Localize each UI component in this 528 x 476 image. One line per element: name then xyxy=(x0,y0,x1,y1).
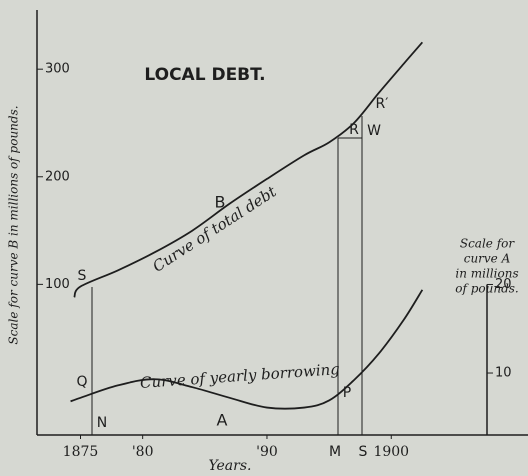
y-tick-label: 300 xyxy=(45,62,70,77)
curve xyxy=(73,41,424,298)
y2-tick-label: 10 xyxy=(495,366,512,381)
chart-title: LOCAL DEBT. xyxy=(144,65,265,85)
y2-axis-label: Scale for xyxy=(460,237,516,251)
y-tick-label: 100 xyxy=(45,277,70,292)
point-label: S xyxy=(359,444,368,460)
y-tick-label: 200 xyxy=(45,169,70,184)
x-tick-label: '80 xyxy=(132,444,154,460)
x-axis-label: Years. xyxy=(209,458,252,474)
curve xyxy=(70,289,424,410)
point-label: R′ xyxy=(376,96,389,112)
x-tick-label: 1900 xyxy=(373,444,409,460)
y2-axis-label: in millions xyxy=(455,267,518,281)
point-label: N xyxy=(97,415,107,431)
x-tick-label: '90 xyxy=(256,444,278,460)
series-name: A xyxy=(217,411,228,430)
point-label: R xyxy=(349,122,359,138)
point-label: Q xyxy=(76,374,87,390)
point-label: P xyxy=(343,385,351,401)
y2-axis-label: curve A xyxy=(464,252,511,266)
y2-axis-label: of pounds. xyxy=(455,282,519,296)
point-label: S xyxy=(78,268,87,284)
x-tick-label: 1875 xyxy=(63,444,99,460)
series-name: B xyxy=(215,193,226,212)
y2-tick-label: 20 xyxy=(495,277,512,292)
y-axis-label: Scale for curve B in millions of pounds. xyxy=(7,105,21,344)
curve-label: Curve of yearly borrowing xyxy=(139,360,340,392)
point-label: M xyxy=(329,444,341,460)
point-label: W xyxy=(367,123,381,139)
